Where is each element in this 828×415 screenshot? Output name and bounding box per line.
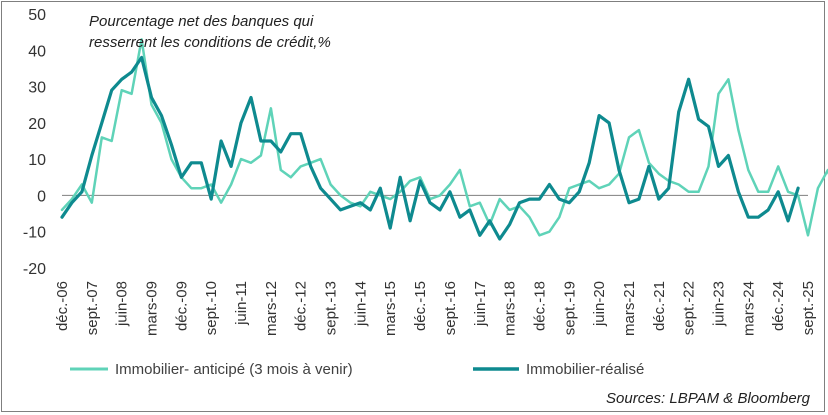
series-layer [60,38,828,241]
legend-label-realise: Immobilier-réalisé [526,361,644,378]
y-tick-label: 0 [37,188,46,205]
x-tick-label: déc.-15 [412,281,429,331]
x-tick-label: sept.-07 [84,281,101,335]
legend-label-anticipe: Immobilier- anticipé (3 mois à venir) [115,361,353,378]
x-tick-label: déc.-12 [293,281,310,331]
x-tick-label: déc.-06 [54,281,71,331]
series-line-anticipe [60,38,828,237]
x-tick-label: mars-24 [740,281,757,336]
x-tick-label: juin-17 [472,281,489,327]
x-tick-label: déc.-24 [770,281,787,331]
y-tick-label: 20 [28,116,46,133]
x-tick-label: mars-18 [502,281,519,336]
y-tick-label: 30 [28,80,46,97]
y-tick-label: -10 [23,225,46,242]
x-tick-label: juin-20 [591,281,608,327]
series-line-realise [60,55,800,241]
x-tick-label: sept.-22 [681,281,698,335]
x-tick-label: mars-21 [621,281,638,336]
x-tick-label: juin-14 [352,281,369,327]
x-tick-label: mars-09 [144,281,161,336]
x-tick-label: mars-15 [382,281,399,336]
y-tick-label: 10 [28,152,46,169]
x-tick-label: juin-23 [710,281,727,327]
source-note: Sources: LBPAM & Bloomberg [606,390,811,407]
x-tick-label: sept.-19 [561,281,578,335]
x-tick-label: déc.-21 [651,281,668,331]
x-tick-label: sept.-13 [323,281,340,335]
x-tick-label: sept.-10 [203,281,220,335]
chart-annotation-line-2: resserrent les conditions de crédit,% [89,34,331,51]
y-axis: -20 -10 0 10 20 30 40 50 [23,7,46,278]
x-tick-label: juin-08 [114,281,131,327]
x-tick-label: déc.-09 [173,281,190,331]
chart-annotation-line-1: Pourcentage net des banques qui [89,13,314,30]
x-tick-label: sept.-25 [800,281,817,335]
legend: Immobilier- anticipé (3 mois à venir) Im… [70,361,644,378]
x-tick-label: mars-12 [263,281,280,336]
x-tick-label: déc.-18 [531,281,548,331]
x-tick-label: juin-11 [233,281,250,326]
y-tick-label: 40 [28,43,46,60]
y-tick-label: -20 [23,261,46,278]
y-tick-label: 50 [28,7,46,24]
x-axis: déc.-06 sept.-07 juin-08 mars-09 déc.-09 sept… [54,194,817,336]
x-tick-label: sept.-16 [442,281,459,335]
